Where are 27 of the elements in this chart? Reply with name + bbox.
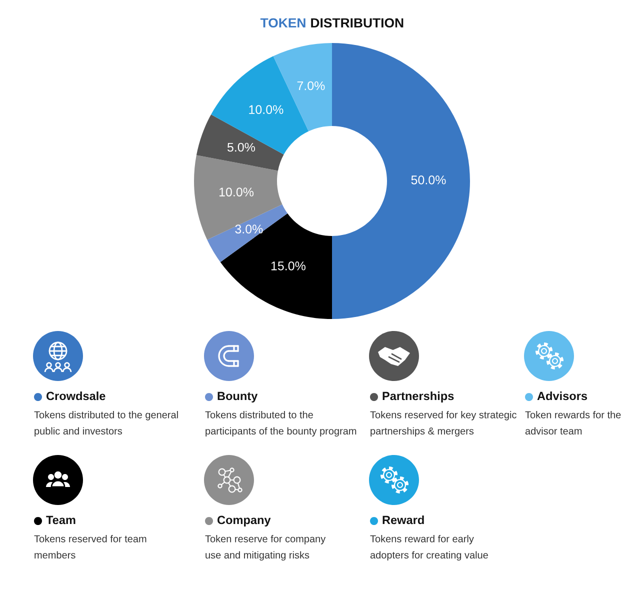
text: Tokens distributed to the general public and investors xyxy=(34,411,178,437)
text: Tokens distributed to the participants of the bounty program xyxy=(205,411,356,437)
donut-slice xyxy=(220,213,332,319)
data-label: 5.0% xyxy=(227,142,256,152)
data-label: 15.0% xyxy=(271,261,306,270)
text: Tokens reward for early adopters for creating value xyxy=(370,535,488,561)
data-label: 3.0% xyxy=(235,224,263,234)
donut-slice xyxy=(332,43,470,319)
text: Token reserve for company use and mitigating risks xyxy=(205,535,326,561)
text: Token rewards for the advisor team xyxy=(525,411,621,435)
legend-label: Reward xyxy=(382,515,424,524)
legend-label: Crowdsale xyxy=(46,391,106,400)
legend-label: Advisors xyxy=(537,391,588,400)
legend-label: Partnerships xyxy=(382,391,454,403)
legend-label: Bounty xyxy=(218,392,258,403)
legend-label: Company xyxy=(217,516,271,527)
chart-title: TOKEN DISTRIBUTION xyxy=(260,18,404,28)
data-label: 10.0% xyxy=(249,105,284,114)
data-label: 50.0% xyxy=(411,176,446,184)
donut-slice xyxy=(194,155,282,240)
text: Tokens reserved for team members xyxy=(34,535,146,559)
legend-label: Team xyxy=(46,516,76,524)
donut-slice xyxy=(207,204,288,262)
data-label: 7.0% xyxy=(297,81,325,90)
text: Tokens reserved for key strategic partnerships & mergers xyxy=(370,411,516,437)
donut-slice xyxy=(196,114,284,171)
data-label: 10.0% xyxy=(219,188,254,196)
